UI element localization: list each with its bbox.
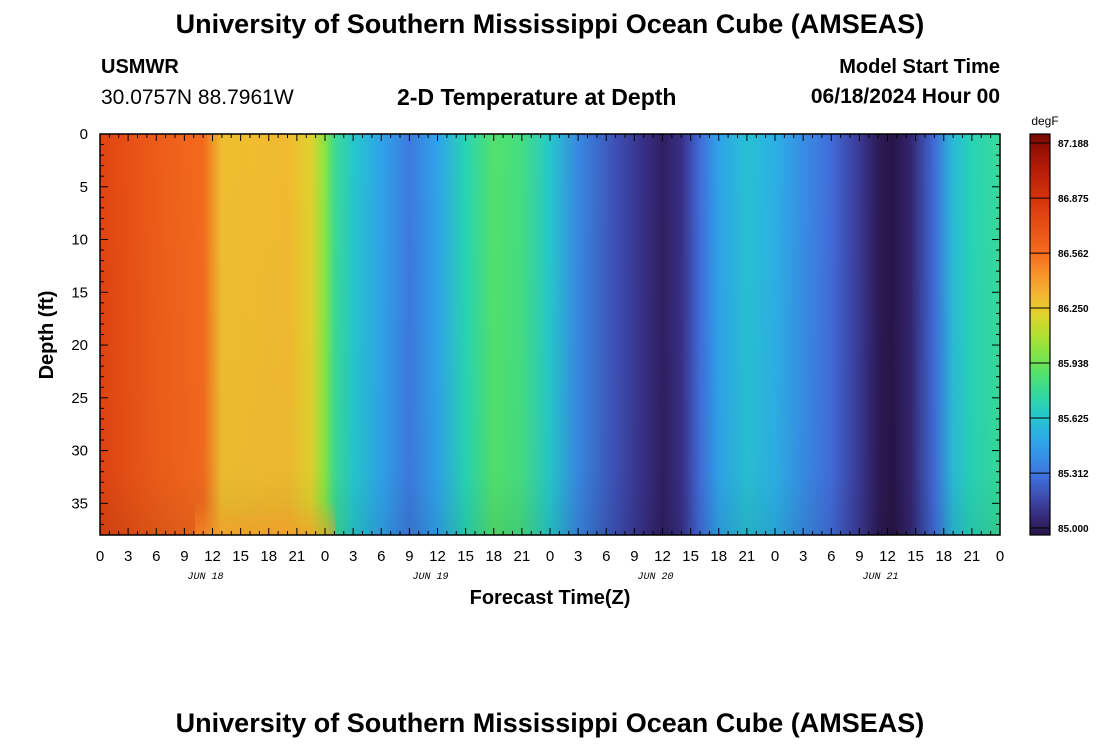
x-tick-label: 9 xyxy=(630,548,638,565)
x-tick-label: 12 xyxy=(654,548,671,565)
x-tick-label: 0 xyxy=(96,548,104,565)
x-tick-label: 15 xyxy=(457,548,474,565)
date-label: JUN 20 xyxy=(637,572,673,583)
x-tick-label: 0 xyxy=(771,548,779,565)
y-axis-label: Depth (ft) xyxy=(36,291,58,380)
x-tick-label: 21 xyxy=(514,548,531,565)
y-tick-label: 10 xyxy=(71,232,88,249)
colorbar-tick-label: 85.625 xyxy=(1058,414,1089,425)
x-tick-label: 0 xyxy=(546,548,554,565)
x-tick-label: 9 xyxy=(855,548,863,565)
colorbar-tick-label: 86.875 xyxy=(1058,194,1089,205)
x-tick-label: 3 xyxy=(349,548,357,565)
x-tick-label: 21 xyxy=(289,548,306,565)
x-tick-label: 3 xyxy=(799,548,807,565)
x-tick-label: 12 xyxy=(429,548,446,565)
x-tick-label: 18 xyxy=(485,548,502,565)
model-start-label: Model Start Time xyxy=(839,56,1000,78)
plot-title: 2-D Temperature at Depth xyxy=(397,84,677,110)
date-label: JUN 21 xyxy=(862,572,898,583)
colorbar-ticks: 87.188 86.875 86.562 86.250 85.938 85.625 85.3… xyxy=(1030,139,1089,535)
colorbar-tick-label: 86.250 xyxy=(1058,304,1089,315)
x-tick-label: 15 xyxy=(232,548,249,565)
colorbar-tick-label: 87.188 xyxy=(1058,139,1089,150)
y-tick-label: 5 xyxy=(80,179,88,196)
x-axis: 0 3 6 9 12 15 18 21 0 3 6 9 12 15 18 21 0 3 6 9 12 15 18 21 0 3 6 9… xyxy=(96,134,1004,565)
x-tick-label: 15 xyxy=(907,548,924,565)
x-tick-label: 21 xyxy=(739,548,756,565)
x-tick-label: 3 xyxy=(574,548,582,565)
station-coordinates: 30.0757N 88.7961W xyxy=(101,86,294,109)
x-tick-label: 12 xyxy=(879,548,896,565)
x-tick-label: 6 xyxy=(602,548,610,565)
colorbar-unit: degF xyxy=(1031,114,1058,128)
colorbar-tick-label: 86.562 xyxy=(1058,249,1089,260)
x-tick-label: 6 xyxy=(377,548,385,565)
y-tick-label: 20 xyxy=(71,337,88,354)
page-title: University of Southern Mississippi Ocean… xyxy=(175,9,925,39)
x-tick-label: 9 xyxy=(180,548,188,565)
y-tick-label: 35 xyxy=(71,495,88,512)
x-tick-label: 12 xyxy=(204,548,221,565)
date-label: JUN 18 xyxy=(187,572,223,583)
x-tick-label: 18 xyxy=(710,548,727,565)
x-tick-label: 9 xyxy=(405,548,413,565)
y-tick-label: 15 xyxy=(71,284,88,301)
x-tick-label: 6 xyxy=(827,548,835,565)
heatmap-depth-shading xyxy=(100,134,1000,535)
station-name: USMWR xyxy=(101,56,179,78)
x-tick-label: 15 xyxy=(682,548,699,565)
x-axis-label: Forecast Time(Z) xyxy=(470,587,631,609)
x-tick-label: 18 xyxy=(260,548,277,565)
x-tick-label: 6 xyxy=(152,548,160,565)
model-start-value: 06/18/2024 Hour 00 xyxy=(810,85,1000,108)
x-tick-label: 18 xyxy=(935,548,952,565)
colorbar xyxy=(1029,133,1051,536)
y-axis: 0 5 10 15 20 25 30 35 xyxy=(71,126,1000,536)
footer-title: University of Southern Mississippi Ocean… xyxy=(175,708,925,738)
colorbar-tick-label: 85.000 xyxy=(1058,524,1089,535)
y-tick-label: 30 xyxy=(71,443,88,460)
x-tick-label: 21 xyxy=(964,548,981,565)
x-tick-label: 0 xyxy=(321,548,329,565)
x-tick-label: 0 xyxy=(996,548,1004,565)
heatmap-bottom-warm-layer xyxy=(195,500,335,535)
date-label: JUN 19 xyxy=(412,572,448,583)
y-tick-label: 25 xyxy=(71,390,88,407)
colorbar-tick-label: 85.938 xyxy=(1058,359,1089,370)
x-tick-label: 3 xyxy=(124,548,132,565)
y-tick-label: 0 xyxy=(80,126,88,143)
date-labels: JUN 18 JUN 19 JUN 20 JUN 21 xyxy=(187,572,898,583)
colorbar-tick-label: 85.312 xyxy=(1058,469,1089,480)
